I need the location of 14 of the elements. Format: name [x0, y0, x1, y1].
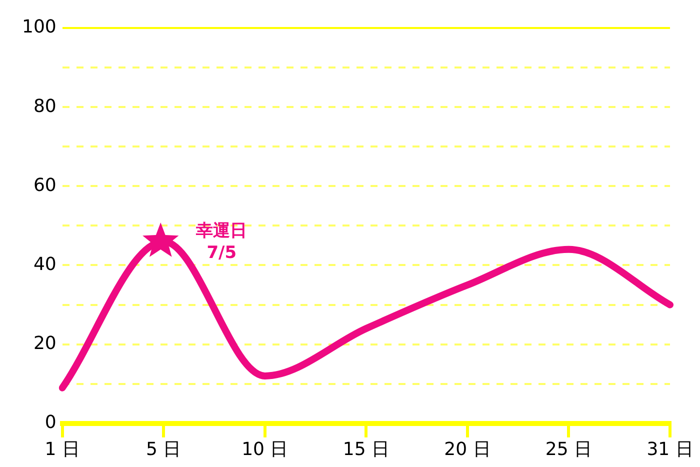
y-tick-label: 60	[33, 174, 56, 196]
x-tick-label: 15 日	[342, 438, 390, 460]
annotation: 幸運日 7/5	[195, 220, 248, 263]
x-tick-label: 25 日	[545, 438, 592, 460]
x-tick-label: 10 日	[242, 438, 288, 460]
y-tick-label: 0	[44, 412, 56, 434]
y-tick-label: 80	[33, 96, 56, 117]
y-tick-label: 40	[33, 254, 56, 275]
x-tick-label: 20 日	[444, 438, 491, 460]
x-tick-label: 31 日	[646, 438, 694, 460]
x-tick-label: 1 日	[44, 438, 80, 460]
y-tick-label: 100	[22, 16, 56, 38]
y-tick-label: 20	[33, 332, 56, 354]
x-tick-label: 5 日	[146, 438, 182, 460]
